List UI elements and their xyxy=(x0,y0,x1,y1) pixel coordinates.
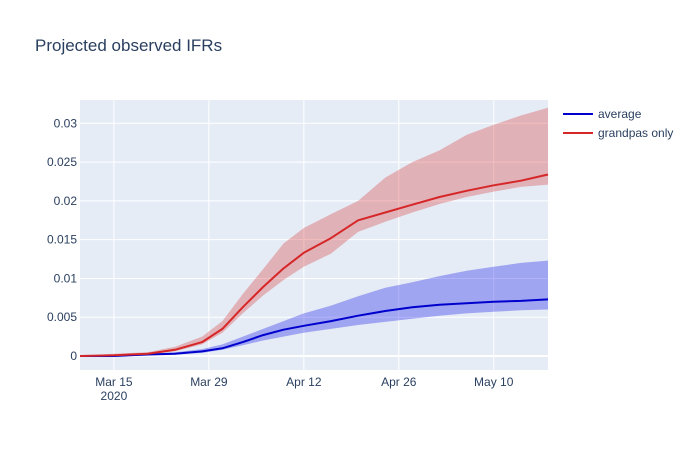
x-tick-year-label: 2020 xyxy=(101,389,128,403)
x-tick-label: Apr 12 xyxy=(286,375,322,389)
line-average xyxy=(80,298,549,357)
y-tick-label: 0.02 xyxy=(54,194,78,208)
legend[interactable]: average grandpas only xyxy=(563,107,673,140)
legend-item-average[interactable]: average xyxy=(563,107,642,121)
y-tick-label: 0 xyxy=(70,349,77,363)
x-tick-label: May 10 xyxy=(474,375,514,389)
x-tick-label: Mar 15 xyxy=(95,375,133,389)
line-grandpas-only xyxy=(79,173,549,357)
legend-label-grandpas-only: grandpas only xyxy=(598,126,673,140)
series-lines xyxy=(79,173,549,357)
x-tick-label: Apr 26 xyxy=(381,375,417,389)
x-tick-label: Mar 29 xyxy=(190,375,228,389)
chart-title: Projected observed IFRs xyxy=(35,36,222,55)
gridlines xyxy=(80,100,548,370)
y-tick-label: 0.025 xyxy=(47,155,77,169)
y-tick-label: 0.005 xyxy=(47,310,77,324)
legend-label-average: average xyxy=(598,107,642,121)
legend-item-grandpas-only[interactable]: grandpas only xyxy=(563,126,673,140)
confidence-bands xyxy=(80,107,548,356)
band-average xyxy=(80,260,548,356)
y-tick-label: 0.03 xyxy=(54,116,78,130)
y-axis-ticks: 0 0.005 0.01 0.015 0.02 0.025 0.03 xyxy=(47,116,77,363)
band-grandpas-only xyxy=(80,107,548,356)
y-tick-label: 0.015 xyxy=(47,233,77,247)
y-tick-label: 0.01 xyxy=(54,271,78,285)
